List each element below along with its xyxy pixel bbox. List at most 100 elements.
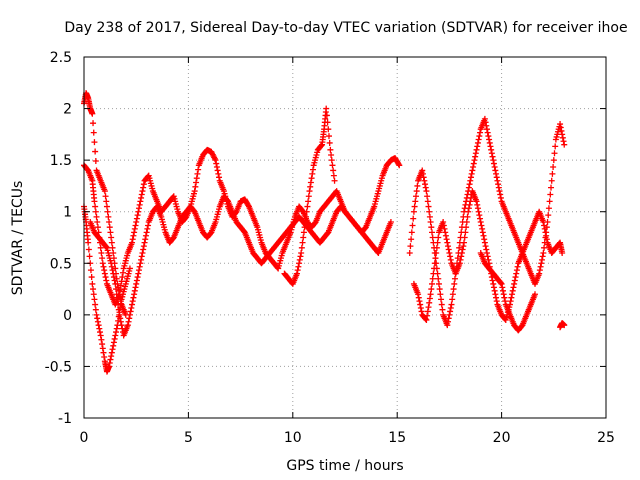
data-point (438, 296, 445, 303)
data-point (539, 253, 546, 260)
data-point (559, 131, 566, 138)
data-point (481, 115, 488, 122)
data-point (294, 267, 301, 274)
data-point (92, 158, 99, 165)
data-point (478, 222, 485, 229)
data-point (118, 278, 125, 285)
data-point (193, 175, 200, 182)
data-point (467, 174, 474, 181)
data-point (445, 246, 452, 253)
data-point (417, 304, 424, 311)
data-point (495, 181, 502, 188)
data-point (475, 208, 482, 215)
data-point (139, 188, 146, 195)
data-point (492, 167, 499, 174)
data-point (413, 188, 420, 195)
data-point (140, 246, 147, 253)
data-point (98, 249, 105, 256)
data-point (422, 181, 429, 188)
data-point (490, 280, 497, 287)
data-point (423, 188, 430, 195)
data-point (303, 213, 310, 220)
data-point (498, 280, 505, 287)
data-point (545, 205, 552, 212)
data-point (135, 267, 142, 274)
data-point (92, 301, 99, 308)
data-point (511, 280, 518, 287)
data-point (489, 153, 496, 160)
data-point (548, 177, 555, 184)
data-point (99, 341, 106, 348)
data-point (487, 143, 494, 150)
data-point (482, 243, 489, 250)
data-point (85, 239, 92, 246)
data-point (325, 126, 332, 133)
y-tick-label: 2 (63, 102, 72, 118)
data-point (140, 184, 147, 191)
data-point (508, 294, 515, 301)
data-point (133, 277, 140, 284)
data-point (479, 225, 486, 232)
data-point (448, 301, 455, 308)
data-point (126, 311, 133, 318)
data-point (135, 270, 142, 277)
data-point (456, 244, 463, 251)
data-point (126, 265, 133, 272)
data-point (299, 239, 306, 246)
data-point (485, 133, 492, 140)
data-points (81, 90, 568, 375)
series-arc-g (410, 188, 566, 324)
data-point (481, 236, 488, 243)
data-point (102, 274, 109, 281)
chart-title: Day 238 of 2017, Sidereal Day-to-day VTE… (64, 20, 627, 36)
data-point (140, 243, 147, 250)
data-point (296, 256, 303, 263)
data-point (112, 332, 119, 339)
data-point (305, 193, 312, 200)
data-point (115, 306, 122, 313)
data-point (428, 224, 435, 231)
data-point (561, 141, 568, 148)
data-point (108, 263, 115, 270)
data-point (511, 277, 518, 284)
series-arc-f (406, 115, 568, 329)
data-point (490, 284, 497, 291)
data-point (481, 239, 488, 246)
data-point (113, 291, 120, 298)
data-point (472, 153, 479, 160)
data-point (300, 234, 307, 241)
data-point (104, 208, 111, 215)
data-point (108, 234, 115, 241)
data-point (142, 232, 149, 239)
data-point (328, 151, 335, 158)
data-point (476, 133, 483, 140)
data-point (307, 179, 314, 186)
data-point (133, 219, 140, 226)
data-point (302, 219, 309, 226)
data-point (329, 162, 336, 169)
data-point (109, 267, 116, 274)
data-point (193, 179, 200, 186)
data-point (300, 229, 307, 236)
data-point (497, 280, 504, 287)
data-point (137, 198, 144, 205)
data-point (497, 191, 504, 198)
data-point (92, 306, 99, 313)
data-point (114, 296, 121, 303)
series-arc-d (87, 193, 394, 339)
series-tail (557, 320, 568, 331)
data-point (427, 219, 434, 226)
data-point (447, 304, 454, 311)
data-point (429, 234, 436, 241)
data-point (447, 256, 454, 263)
data-point (559, 249, 566, 256)
data-point (461, 234, 468, 241)
data-point (513, 267, 520, 274)
y-tick-label: 0.5 (50, 256, 72, 272)
data-point (536, 267, 543, 274)
data-point (494, 177, 501, 184)
data-point (483, 249, 490, 256)
data-point (192, 183, 199, 190)
data-point (541, 225, 548, 232)
